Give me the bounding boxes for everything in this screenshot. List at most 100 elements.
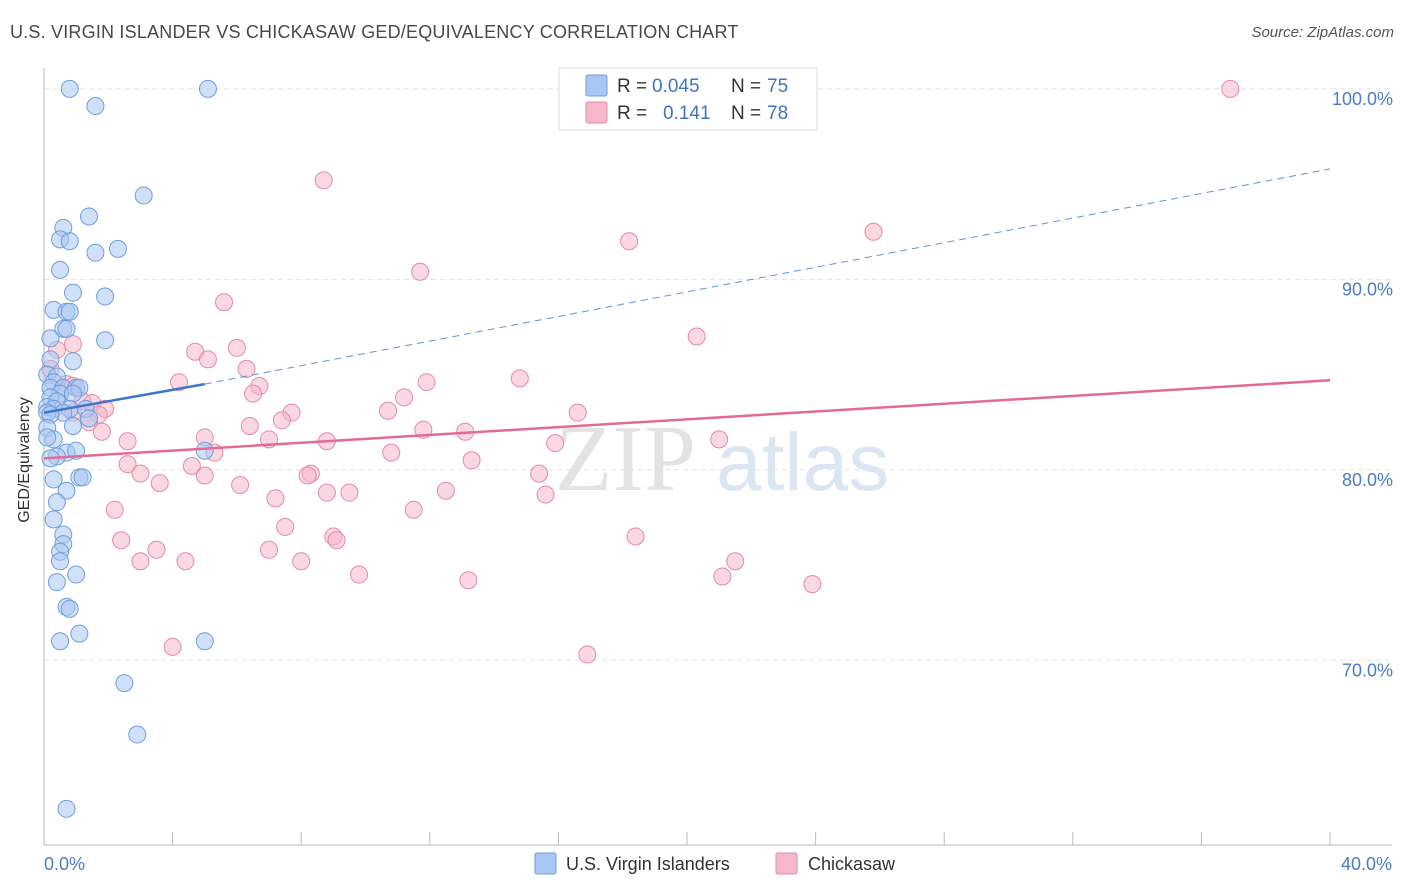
legend-r-value-1: 0.045 — [652, 76, 700, 97]
chickasaw-point-74 — [459, 571, 478, 590]
virgin-islanders-point-21 — [63, 352, 82, 371]
virgin-islanders-trend-extension — [204, 168, 1331, 385]
legend-swatch-virgin-islanders — [585, 74, 608, 97]
virgin-islanders-point-15 — [60, 302, 79, 321]
virgin-islanders-point-10 — [51, 260, 70, 279]
legend-r-value-2: 0.141 — [663, 103, 711, 124]
chickasaw-point-63 — [327, 531, 346, 550]
chickasaw-point-32 — [240, 417, 259, 436]
legend-swatch-chickasaw — [585, 101, 608, 124]
y-tick-label-90: 90.0% — [1342, 279, 1393, 299]
virgin-islanders-point-42 — [63, 417, 82, 436]
chickasaw-point-6 — [687, 327, 706, 346]
chickasaw-point-45 — [182, 456, 201, 475]
chickasaw-point-64 — [626, 527, 645, 546]
chickasaw-point-50 — [298, 466, 317, 485]
virgin-islanders-point-54 — [47, 493, 66, 512]
chickasaw-point-2 — [864, 222, 883, 241]
chickasaw-point-68 — [131, 552, 150, 571]
x-tick-label-min: 0.0% — [44, 854, 85, 874]
chickasaw-point-70 — [292, 552, 311, 571]
bottom-legend-label-chickasaw: Chickasaw — [808, 854, 896, 874]
bottom-legend-swatch-chickasaw — [775, 852, 798, 875]
chickasaw-point-29 — [568, 403, 587, 422]
chickasaw-point-56 — [340, 483, 359, 502]
chickasaw-point-35 — [92, 422, 111, 441]
x-ticks — [43, 832, 1331, 845]
virgin-islanders-point-30 — [63, 384, 82, 403]
watermark-atlas: atlas — [716, 417, 889, 508]
chickasaw-point-59 — [105, 500, 124, 519]
chickasaw-point-48 — [195, 466, 214, 485]
virgin-islanders-trend-line — [43, 382, 205, 414]
chickasaw-point-4 — [411, 262, 430, 281]
virgin-islanders-point-1 — [86, 97, 105, 116]
legend-r-label-1: R = — [617, 76, 647, 97]
y-tick-label-80: 80.0% — [1342, 470, 1393, 490]
virgin-islanders-point-51 — [73, 468, 92, 487]
chickasaw-point-66 — [147, 540, 166, 559]
chickasaw-point-15 — [417, 373, 436, 392]
chickasaw-point-60 — [404, 500, 423, 519]
virgin-islanders-point-17 — [57, 319, 76, 338]
virgin-islanders-point-59 — [51, 552, 70, 571]
virgin-islanders-point-65 — [51, 632, 70, 651]
bottom-legend: U.S. Virgin Islanders Chickasaw — [534, 852, 896, 875]
virgin-islanders-point-64 — [70, 624, 89, 643]
x-tick-label-max: 40.0% — [1341, 854, 1392, 874]
virgin-islanders-point-20 — [41, 350, 60, 369]
virgin-islanders-point-19 — [96, 331, 115, 350]
virgin-islanders-point-11 — [63, 283, 82, 302]
chickasaw-point-44 — [118, 455, 137, 474]
chickasaw-point-54 — [436, 481, 455, 500]
top-legend: R = 0.045 N = 75 R = 0.141 N = 78 — [558, 67, 818, 131]
chickasaw-point-1 — [314, 171, 333, 190]
chickasaw-point-51 — [530, 464, 549, 483]
virgin-islanders-point-3 — [134, 186, 153, 205]
chickasaw-point-30 — [272, 411, 291, 430]
chickasaw-point-57 — [266, 489, 285, 508]
virgin-islanders-point-12 — [96, 287, 115, 306]
chickasaw-point-14 — [510, 369, 529, 388]
virgin-islanders-point-52 — [44, 470, 63, 489]
chickasaw-point-71 — [726, 552, 745, 571]
chickasaw-point-55 — [317, 483, 336, 502]
watermark-zip: ZIP — [555, 407, 696, 511]
chickasaw-point-47 — [131, 464, 150, 483]
chickasaw-trend-line — [43, 379, 1331, 460]
chickasaw-point-7 — [227, 338, 246, 357]
legend-n-label-1: N = — [731, 76, 761, 97]
chickasaw-point-3 — [620, 232, 639, 251]
chickasaw-point-58 — [536, 485, 555, 504]
chickasaw-point-65 — [112, 531, 131, 550]
series-virgin-islanders-points — [38, 79, 217, 818]
chart-title: U.S. VIRGIN ISLANDER VS CHICKASAW GED/EQ… — [10, 22, 739, 42]
y-tick-label-70: 70.0% — [1342, 660, 1393, 680]
virgin-islanders-point-61 — [47, 573, 66, 592]
virgin-islanders-point-7 — [60, 232, 79, 251]
virgin-islanders-point-0 — [60, 79, 79, 98]
chickasaw-point-39 — [710, 430, 729, 449]
chickasaw-point-10 — [237, 359, 256, 378]
chickasaw-point-43 — [382, 443, 401, 462]
chickasaw-point-12 — [63, 335, 82, 354]
virgin-islanders-point-44 — [38, 428, 57, 447]
bottom-legend-swatch-virgin-islanders — [534, 852, 557, 875]
virgin-islanders-point-49 — [195, 441, 214, 460]
y-tick-labels: 70.0% 80.0% 90.0% 100.0% — [1332, 89, 1393, 680]
virgin-islanders-point-67 — [115, 674, 134, 693]
chickasaw-point-36 — [118, 432, 137, 451]
chickasaw-point-5 — [215, 293, 234, 312]
virgin-islanders-point-40 — [80, 409, 99, 428]
chickasaw-point-23 — [395, 388, 414, 407]
chickasaw-point-73 — [713, 567, 732, 586]
x-tick-labels: 0.0% 40.0% — [44, 854, 1392, 874]
bottom-legend-label-virgin-islanders: U.S. Virgin Islanders — [566, 854, 730, 874]
chickasaw-point-53 — [231, 476, 250, 495]
virgin-islanders-point-55 — [44, 510, 63, 529]
chickasaw-point-77 — [578, 645, 597, 664]
chickasaw-point-24 — [243, 384, 262, 403]
chickasaw-point-52 — [150, 474, 169, 493]
virgin-islanders-point-18 — [41, 329, 60, 348]
